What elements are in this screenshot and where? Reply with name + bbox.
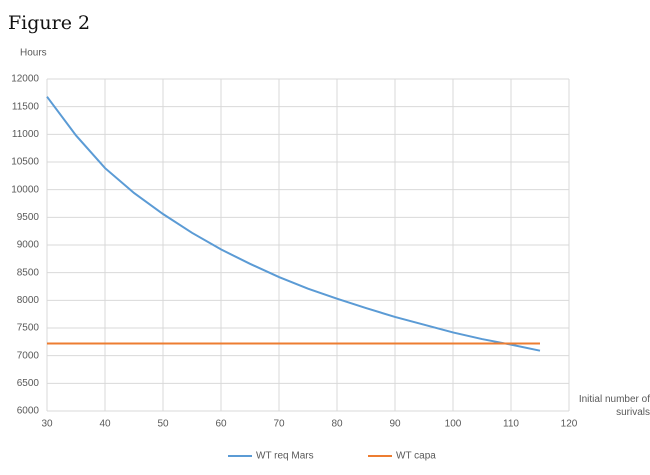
x-tick-label: 50 — [157, 419, 169, 430]
figure-title: Figure 2 — [8, 12, 91, 34]
y-tick-label: 8000 — [17, 295, 40, 306]
x-tick-label: 100 — [445, 419, 462, 430]
y-tick-label: 11000 — [12, 129, 40, 140]
y-tick-label: 6500 — [17, 378, 40, 389]
y-tick-label: 7000 — [17, 350, 40, 361]
data-line — [46, 96, 541, 352]
y-tick-label: 6000 — [17, 406, 40, 417]
x-tick-label: 40 — [99, 419, 111, 430]
x-tick-label: 90 — [389, 419, 401, 430]
x-tick-label: 30 — [41, 419, 53, 430]
legend-label: WT req Mars — [256, 451, 314, 462]
y-tick-label: 7500 — [17, 323, 40, 334]
x-tick-label: 120 — [561, 419, 578, 430]
y-tick-label: 8500 — [17, 267, 40, 278]
x-tick-label: 60 — [215, 419, 227, 430]
legend-label: WT capa — [396, 451, 436, 462]
x-tick-label: 70 — [273, 419, 285, 430]
x-axis-label: Initial number of surivals — [578, 394, 650, 418]
y-axis-label: Hours — [20, 48, 47, 59]
x-tick-label: 80 — [331, 419, 343, 430]
y-tick-label: 11500 — [12, 101, 40, 112]
y-tick-label: 10000 — [11, 184, 39, 195]
y-tick-label: 9500 — [17, 212, 40, 223]
y-tick-label: 12000 — [11, 74, 39, 85]
y-tick-label: 9000 — [17, 240, 40, 251]
x-tick-label: 110 — [503, 419, 519, 430]
y-tick-label: 10500 — [11, 157, 39, 168]
